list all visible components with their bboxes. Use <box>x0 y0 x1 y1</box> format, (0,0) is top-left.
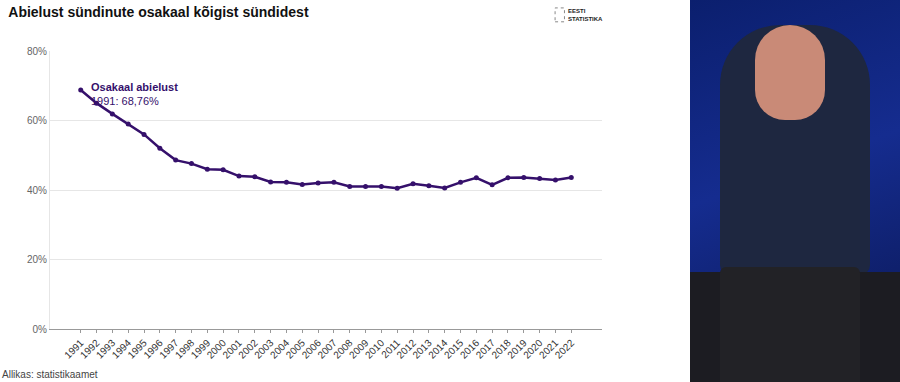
svg-text:2012: 2012 <box>394 337 418 361</box>
svg-text:1995: 1995 <box>125 337 149 361</box>
svg-text:2021: 2021 <box>537 337 561 361</box>
svg-text:EESTISTATISTIKA: EESTISTATISTIKA <box>568 8 603 22</box>
svg-text:1996: 1996 <box>141 337 165 361</box>
svg-text:2010: 2010 <box>363 337 387 361</box>
svg-text:1997: 1997 <box>157 337 181 361</box>
svg-text:2001: 2001 <box>220 337 244 361</box>
svg-text:1999: 1999 <box>189 337 213 361</box>
svg-text:1993: 1993 <box>94 337 118 361</box>
svg-text:2018: 2018 <box>489 337 513 361</box>
svg-text:2013: 2013 <box>410 337 434 361</box>
svg-text:2000: 2000 <box>205 337 229 361</box>
svg-text:2020: 2020 <box>521 337 545 361</box>
svg-text:60%: 60% <box>27 115 47 126</box>
svg-text:1992: 1992 <box>78 337 102 361</box>
svg-text:40%: 40% <box>27 185 47 196</box>
svg-text:2002: 2002 <box>236 337 260 361</box>
svg-text:20%: 20% <box>27 254 47 265</box>
svg-text:2016: 2016 <box>458 337 482 361</box>
svg-text:2022: 2022 <box>553 337 577 361</box>
svg-text:2008: 2008 <box>331 337 355 361</box>
svg-text:2005: 2005 <box>284 337 308 361</box>
svg-text:2011: 2011 <box>379 337 402 360</box>
svg-text:1991: 1991 <box>62 337 86 361</box>
svg-text:2015: 2015 <box>442 337 466 361</box>
svg-text:2019: 2019 <box>505 337 529 361</box>
svg-text:Osakaal abielust1991: 68,76%: Osakaal abielust1991: 68,76% <box>91 81 178 107</box>
svg-text:2014: 2014 <box>426 337 450 361</box>
svg-text:2003: 2003 <box>252 337 276 361</box>
svg-text:2017: 2017 <box>474 337 498 361</box>
svg-text:0%: 0% <box>33 324 48 335</box>
svg-text:2009: 2009 <box>347 337 371 361</box>
svg-text:Allikas: statistikaamet: Allikas: statistikaamet <box>2 369 98 380</box>
svg-text:Abielust sündinute osakaal kõi: Abielust sündinute osakaal kõigist sündi… <box>8 4 309 20</box>
svg-text:2004: 2004 <box>268 337 292 361</box>
svg-text:80%: 80% <box>27 46 47 57</box>
svg-text:1994: 1994 <box>110 337 134 361</box>
svg-text:2006: 2006 <box>300 337 324 361</box>
svg-text:1998: 1998 <box>173 337 197 361</box>
svg-text:2007: 2007 <box>315 337 339 361</box>
